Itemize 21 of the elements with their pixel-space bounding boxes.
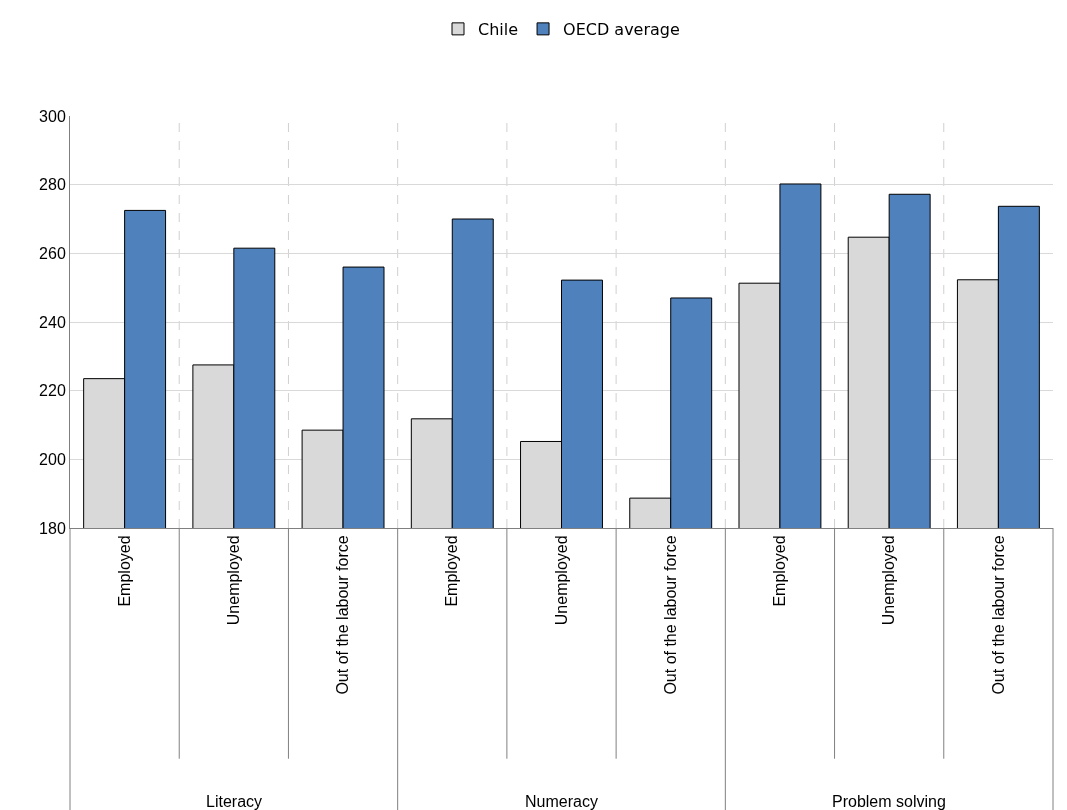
text: Numeracy: [525, 793, 598, 810]
x-tick-label: Out of the labour force: [989, 535, 1007, 695]
text: Literacy: [206, 793, 263, 810]
y-tick-label: 240: [39, 313, 66, 331]
y-tick-label: 260: [39, 244, 66, 262]
y-tick-label: 300: [39, 107, 66, 125]
x-tick-label: Unemployed: [552, 535, 570, 626]
y-tick-label: 280: [39, 176, 66, 194]
x-tick-label: Employed: [443, 535, 461, 607]
y-tick-label: 220: [39, 382, 66, 400]
x-tick-label: Unemployed: [225, 535, 243, 626]
x-tick-label: Employed: [771, 535, 789, 607]
legend-label: OECD average: [563, 20, 680, 40]
y-tick-label: 200: [39, 450, 66, 468]
x-tick-label: Out of the labour force: [334, 535, 352, 695]
x-tick-label: Employed: [115, 535, 133, 607]
x-tick-label: Unemployed: [880, 535, 898, 626]
y-tick-label: 180: [39, 519, 66, 537]
text: Problem solving: [832, 793, 946, 810]
x-tick-label: Out of the labour force: [661, 535, 679, 695]
legend-label: Chile: [478, 20, 519, 40]
